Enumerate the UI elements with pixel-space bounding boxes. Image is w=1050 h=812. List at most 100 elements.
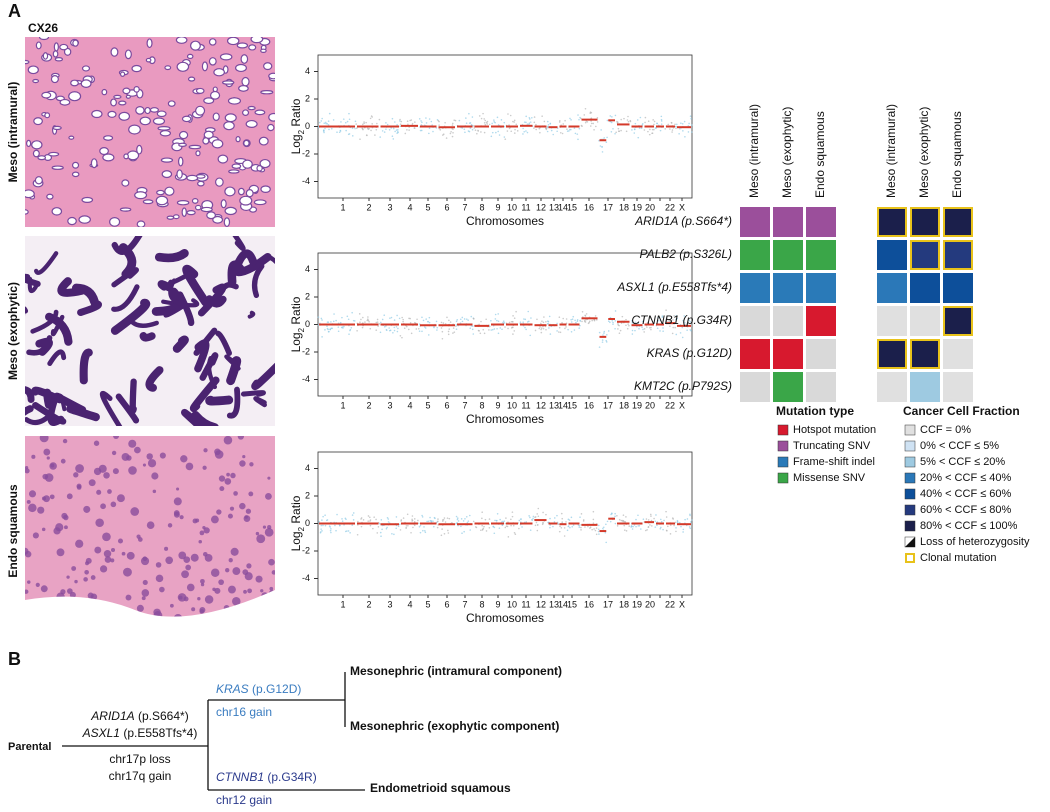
probe-point	[601, 339, 604, 341]
nucleus	[40, 585, 48, 593]
probe-point	[584, 314, 586, 317]
probe-point	[373, 516, 375, 518]
probe-point	[651, 132, 654, 134]
root-label: Parental	[8, 741, 51, 753]
probe-point	[416, 318, 418, 321]
probe-point	[466, 521, 469, 524]
tissue-fold	[181, 409, 205, 426]
nucleus	[255, 531, 260, 536]
gland	[250, 37, 264, 44]
probe-point	[529, 334, 532, 337]
gland	[78, 215, 91, 224]
probe-point	[338, 131, 341, 134]
probe-point	[601, 341, 604, 343]
probe-point	[401, 316, 403, 319]
probe-point	[429, 516, 431, 519]
probe-point	[404, 132, 407, 135]
y-tick-label: -2	[302, 346, 310, 356]
nucleus	[164, 546, 169, 551]
probe-point	[351, 135, 354, 137]
probe-point	[594, 529, 597, 532]
gland	[245, 189, 254, 198]
texture	[25, 436, 275, 626]
nucleus	[146, 453, 153, 460]
probe-point	[580, 529, 582, 531]
probe-point	[637, 136, 640, 139]
probe-point	[491, 328, 494, 331]
probe-point	[503, 121, 506, 124]
gland	[260, 48, 267, 54]
probe-point	[688, 122, 690, 125]
gland	[220, 199, 227, 209]
probe-point	[572, 315, 575, 318]
tissue-fold	[197, 283, 227, 317]
nucleus	[66, 575, 70, 579]
probe-point	[601, 151, 604, 153]
probe-point	[392, 138, 395, 140]
probe-point	[325, 122, 327, 125]
nucleus	[155, 574, 164, 583]
nucleus	[98, 464, 107, 473]
probe-point	[579, 324, 581, 327]
probe-point	[682, 528, 685, 531]
x-tick-label: 10	[507, 400, 517, 410]
gland	[145, 57, 152, 63]
legend-label: Frame-shift indel	[793, 456, 875, 468]
ccf-cell	[910, 207, 940, 237]
probe-point	[421, 330, 423, 333]
probe-point	[578, 118, 580, 121]
gland	[195, 150, 201, 157]
probe-point	[611, 116, 613, 118]
probe-point	[529, 118, 531, 120]
probe-point	[388, 129, 391, 131]
probe-point	[441, 337, 444, 340]
gland	[172, 214, 180, 220]
probe-point	[631, 320, 633, 322]
probe-point	[455, 324, 458, 326]
x-tick-label: 16	[584, 202, 594, 212]
ccf-cell	[910, 339, 940, 369]
probe-point	[447, 333, 450, 336]
probe-point	[497, 332, 500, 335]
probe-point	[494, 313, 497, 316]
probe-point	[386, 516, 389, 519]
probe-point	[452, 332, 454, 334]
tissue-fold	[199, 352, 219, 381]
probe-point	[525, 328, 527, 331]
probe-point	[650, 328, 652, 331]
probe-point	[631, 129, 633, 131]
probe-point	[591, 528, 593, 531]
probe-point	[665, 309, 667, 311]
probe-point	[425, 122, 428, 124]
x-tick-label: 11	[521, 400, 530, 410]
probe-point	[589, 111, 592, 113]
gland	[155, 195, 169, 206]
nucleus	[94, 546, 102, 554]
nucleus	[37, 506, 45, 514]
probe-point	[556, 330, 558, 332]
probe-point	[525, 130, 527, 132]
probe-point	[595, 527, 598, 529]
probe-point	[653, 120, 656, 123]
nucleus	[239, 502, 246, 510]
x-tick-label: 6	[444, 400, 449, 410]
tissue-fold	[151, 287, 184, 316]
nucleus	[88, 479, 96, 487]
nucleus	[155, 562, 162, 568]
probe-point	[462, 520, 465, 522]
probe-point	[563, 535, 566, 537]
probe-point	[389, 317, 391, 319]
probe-point	[464, 131, 466, 134]
probe-point	[630, 525, 633, 527]
probe-point	[651, 525, 653, 527]
probe-point	[499, 327, 502, 329]
probe-point	[689, 320, 692, 323]
probe-point	[433, 326, 435, 329]
probe-point	[372, 527, 374, 530]
probe-point	[399, 125, 401, 128]
probe-point	[666, 529, 668, 532]
probe-point	[397, 130, 399, 133]
nucleus	[84, 569, 89, 575]
probe-point	[471, 128, 474, 131]
gland	[253, 199, 267, 206]
